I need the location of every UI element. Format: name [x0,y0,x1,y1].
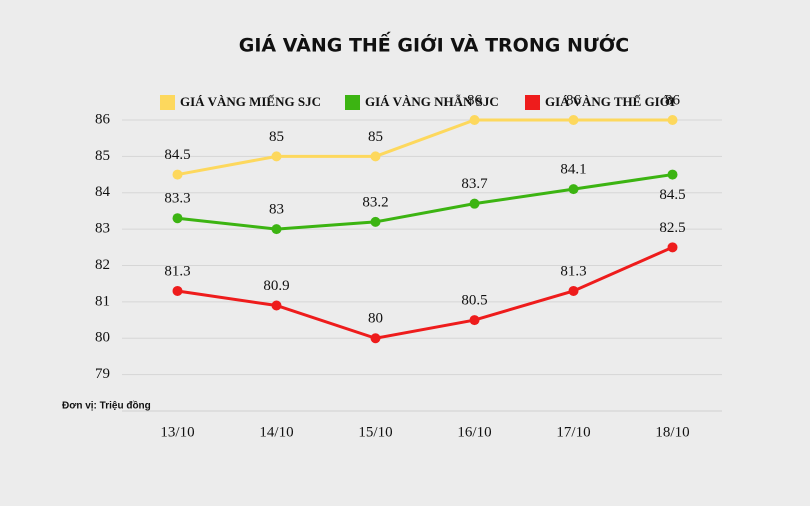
series-line [177,118,673,177]
y-tick-label: 79 [95,366,110,382]
data-label: 83.2 [362,194,388,210]
data-point [370,216,381,227]
legend-label: GIÁ VÀNG MIẾNG SJC [180,94,321,109]
data-point [271,151,282,162]
data-point [271,224,282,235]
series-line [177,245,674,340]
x-tick-label: 16/10 [457,424,491,440]
data-point [568,115,579,125]
x-tick-label: 14/10 [259,424,293,440]
data-label: 85 [269,129,284,145]
data-point [667,115,678,125]
data-label: 86 [665,92,681,108]
data-label: 86 [566,92,582,108]
x-tick-label: 13/10 [160,424,194,440]
data-point [568,285,579,296]
y-tick-label: 85 [95,148,110,164]
data-label: 82.5 [659,220,685,236]
data-label: 84.5 [659,187,685,203]
legend-label: GIÁ VÀNG THẾ GIỚI [545,94,675,109]
data-point [667,169,678,180]
data-point [370,151,381,162]
data-point [568,184,579,195]
data-label: 83.7 [461,176,488,192]
y-tick-label: 80 [95,330,110,346]
data-label: 80.5 [461,293,487,309]
data-point [469,315,480,326]
data-point [469,198,480,209]
data-point [172,285,183,296]
y-tick-label: 84 [95,184,111,200]
data-label: 81.3 [164,263,190,279]
data-label: 80 [368,311,383,327]
x-tick-label: 18/10 [655,424,689,440]
data-label: 85 [368,129,383,145]
legend-swatch [345,95,360,110]
x-tick-label: 17/10 [556,424,590,440]
chart-title: GIÁ VÀNG THẾ GIỚI VÀ TRONG NƯỚC [239,31,630,57]
data-point [172,213,183,224]
y-tick-label: 82 [95,257,110,273]
y-tick-label: 83 [95,221,110,237]
data-label: 81.3 [560,263,586,279]
data-point [370,333,381,344]
data-point [469,115,480,125]
data-label: 84.1 [560,162,586,178]
data-point [667,242,678,253]
data-label: 83 [269,202,284,218]
data-point [271,300,282,311]
data-label: 83.3 [164,191,190,207]
y-tick-label: 86 [95,111,111,127]
legend-swatch [160,95,175,110]
unit-note: Đơn vị: Triệu đồng [62,400,151,412]
data-label: 84.5 [164,147,190,163]
data-label: 80.9 [263,278,289,294]
legend-swatch [525,95,540,110]
data-label: 86 [467,92,483,108]
y-tick-label: 81 [95,293,110,309]
legend-label: GIÁ VÀNG NHẪN SJC [365,94,499,109]
data-point [172,169,183,180]
series-line [177,173,673,231]
x-tick-label: 15/10 [358,424,392,440]
